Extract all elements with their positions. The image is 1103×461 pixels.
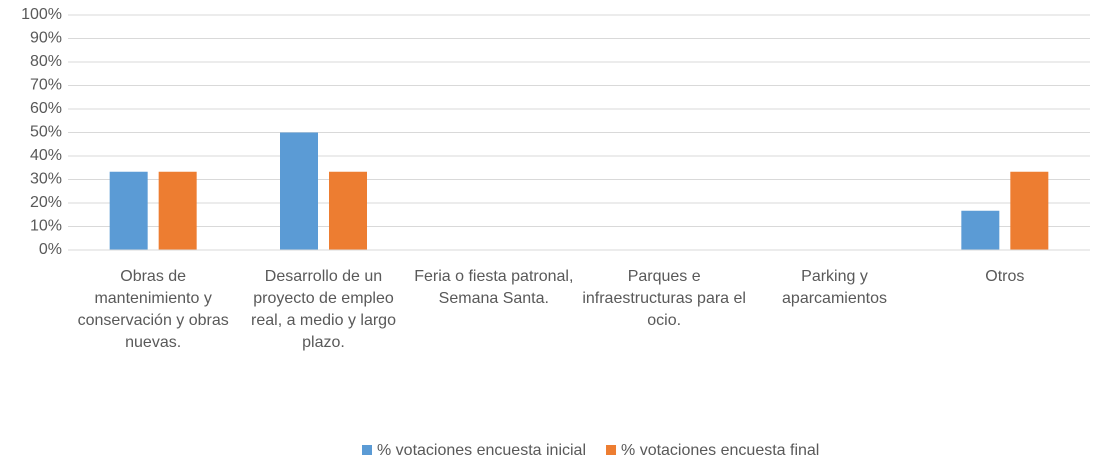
x-tick-label: Otros — [985, 268, 1025, 285]
bar — [158, 171, 197, 250]
y-tick-label: 90% — [30, 30, 62, 47]
legend-label: % votaciones encuesta final — [621, 442, 819, 459]
legend-label: % votaciones encuesta inicial — [377, 442, 586, 459]
y-tick-label: 60% — [30, 100, 62, 117]
bar — [109, 171, 148, 250]
bar — [961, 210, 1000, 250]
y-tick-label: 100% — [21, 6, 62, 23]
x-tick-label: Parking y aparcamientos — [782, 268, 887, 307]
y-tick-label: 40% — [30, 147, 62, 164]
bar — [280, 132, 318, 250]
y-tick-label: 80% — [30, 53, 62, 70]
x-tick-label: Desarrollo de un proyecto de empleo real… — [251, 268, 396, 351]
legend-swatch — [362, 445, 372, 455]
bar — [329, 171, 367, 250]
y-tick-label: 70% — [30, 77, 62, 94]
y-tick-label: 0% — [39, 241, 62, 258]
x-tick-label: Parques e infraestructuras para el ocio. — [582, 268, 746, 329]
x-tick-label: Feria o fiesta patronal, Semana Santa. — [414, 268, 574, 307]
bar — [1010, 171, 1049, 250]
y-tick-label: 10% — [30, 218, 62, 235]
legend-swatch — [606, 445, 617, 455]
y-tick-label: 30% — [30, 171, 62, 188]
x-tick-label: Obras de mantenimiento y conservación y … — [77, 268, 229, 351]
y-tick-label: 20% — [30, 194, 62, 211]
y-tick-label: 50% — [30, 124, 62, 141]
